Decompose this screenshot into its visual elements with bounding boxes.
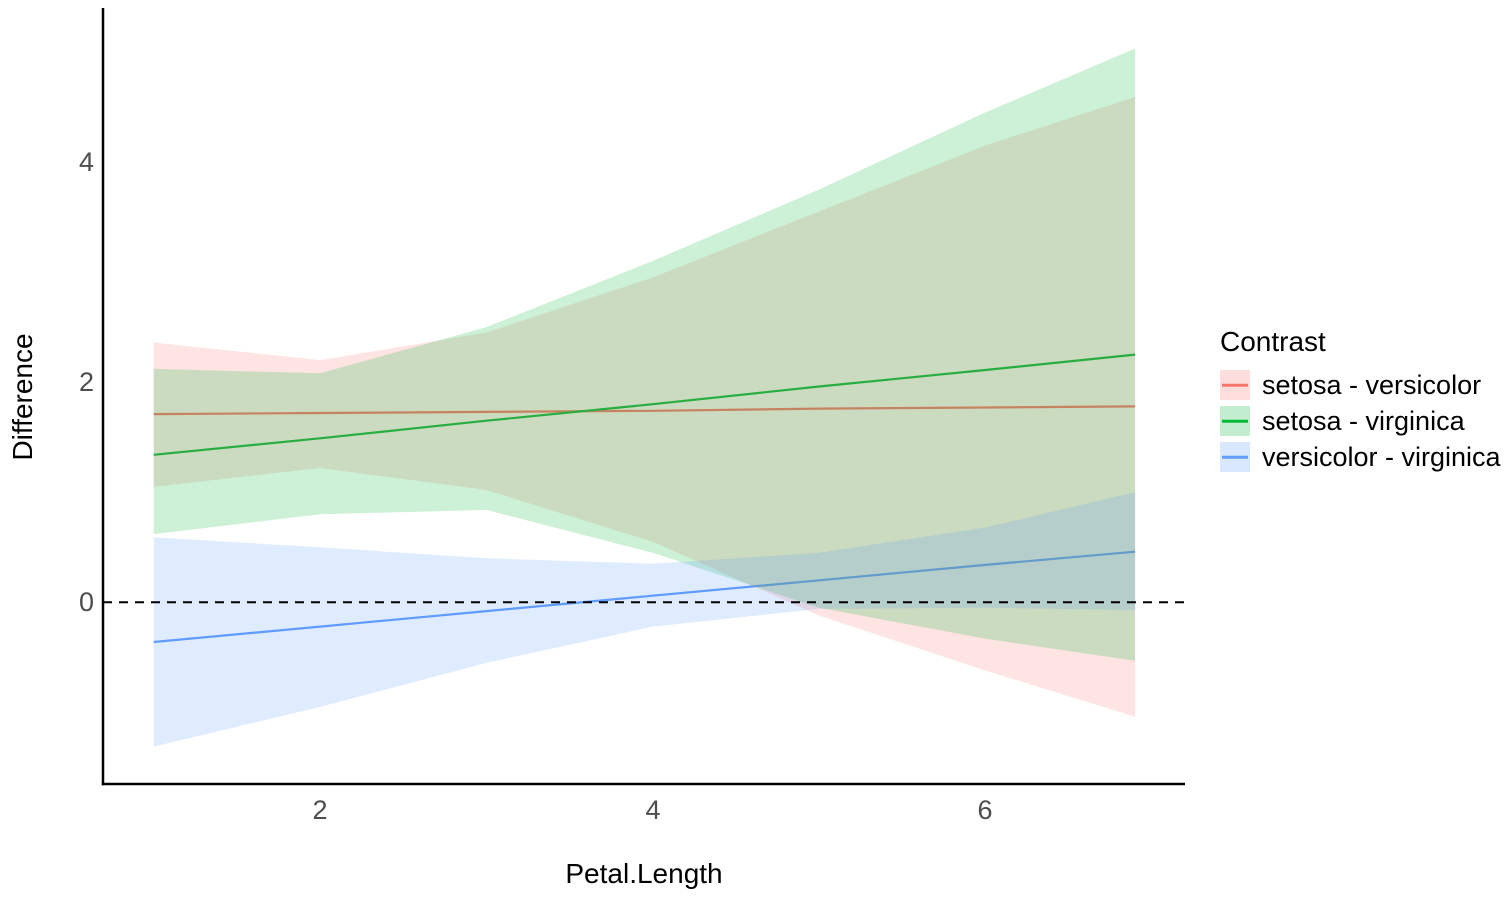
line-setosa-versicolor: [153, 405, 1136, 416]
y-tick-label: 4: [78, 147, 94, 177]
legend-key-setosa-virginica: [1220, 406, 1250, 436]
legend-label: setosa - versicolor: [1262, 369, 1482, 400]
x-axis-title: Petal.Length: [565, 858, 723, 889]
ribbon-versicolor-virginica: [153, 492, 1136, 747]
legend-key-versicolor-virginica: [1220, 442, 1250, 472]
y-tick-label: 2: [78, 367, 94, 397]
legend-item: versicolor - virginica: [1220, 442, 1501, 472]
x-tick-label: 6: [977, 795, 993, 825]
x-tick-label: 4: [645, 795, 661, 825]
legend-label: versicolor - virginica: [1262, 441, 1501, 472]
legend-key-setosa-versicolor: [1220, 370, 1250, 400]
legend-item: setosa - versicolor: [1220, 370, 1501, 400]
legend-key-line: [1222, 383, 1248, 387]
line-versicolor-virginica: [153, 550, 1136, 644]
x-tick-label: 2: [312, 795, 328, 825]
legend: Contrast setosa - versicolor setosa - vi…: [1220, 326, 1501, 478]
legend-title: Contrast: [1220, 326, 1326, 357]
legend-key-line: [1222, 419, 1248, 423]
legend-label: setosa - virginica: [1262, 405, 1465, 436]
y-axis-title: Difference: [7, 333, 38, 461]
legend-key-line: [1222, 455, 1248, 459]
ribbon-setosa-virginica: [153, 48, 1136, 661]
y-tick-label: 0: [78, 587, 94, 617]
ribbon-setosa-versicolor: [153, 97, 1136, 717]
legend-item: setosa - virginica: [1220, 406, 1501, 436]
line-setosa-virginica: [153, 353, 1136, 456]
